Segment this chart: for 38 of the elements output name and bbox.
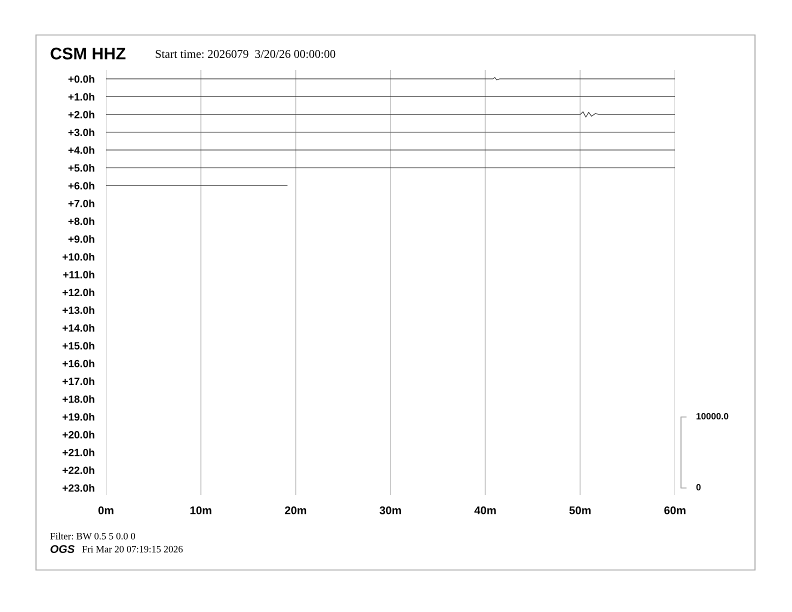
- y-tick-label: +22.0h: [62, 466, 94, 474]
- x-tick-label: 40m: [474, 506, 496, 514]
- text: Fri Mar 20 07:19:15 2026: [82, 546, 183, 552]
- text: Filter: BW 0.5 5 0.0 0: [50, 532, 136, 540]
- x-tick-label: 60m: [664, 506, 686, 514]
- y-tick-label: +15.0h: [62, 342, 94, 350]
- y-tick-label: +8.0h: [68, 217, 94, 226]
- y-tick-label: +5.0h: [68, 164, 94, 172]
- y-tick-label: +0.0h: [68, 75, 94, 83]
- y-tick-label: +6.0h: [68, 182, 94, 190]
- y-tick-label: +12.0h: [62, 288, 94, 296]
- y-tick-label: +7.0h: [68, 200, 94, 208]
- y-tick-label: +17.0h: [62, 377, 94, 386]
- y-tick-label: +4.0h: [68, 146, 94, 154]
- chart-subtitle: Start time: 2026079 3/20/26 00:00:00: [156, 50, 336, 58]
- chart-title: CSM HHZ: [50, 48, 126, 60]
- y-tick-label: +13.0h: [62, 306, 94, 314]
- y-tick-label: +1.0h: [68, 92, 94, 101]
- y-tick-label: +23.0h: [62, 484, 94, 492]
- x-tick-label: 20m: [284, 506, 306, 514]
- y-tick-label: +11.0h: [63, 270, 94, 278]
- y-tick-label: +10.0h: [62, 252, 94, 261]
- y-tick-label: +16.0h: [62, 360, 94, 368]
- y-tick-label: +19.0h: [62, 412, 94, 421]
- text: OGS: [50, 545, 75, 553]
- y-tick-label: +21.0h: [62, 448, 94, 456]
- y-tick-label: +3.0h: [68, 128, 94, 136]
- x-tick-label: 0m: [98, 506, 114, 514]
- y-tick-label: +9.0h: [68, 235, 94, 243]
- text: 10000.0: [696, 413, 728, 420]
- x-tick-label: 10m: [190, 506, 212, 514]
- text: 0: [696, 484, 701, 490]
- x-tick-label: 50m: [569, 506, 591, 514]
- y-tick-label: +14.0h: [62, 324, 94, 332]
- y-tick-label: +2.0h: [68, 110, 94, 118]
- x-tick-label: 30m: [380, 506, 401, 514]
- y-tick-label: +18.0h: [62, 395, 94, 403]
- y-tick-label: +20.0h: [62, 430, 94, 438]
